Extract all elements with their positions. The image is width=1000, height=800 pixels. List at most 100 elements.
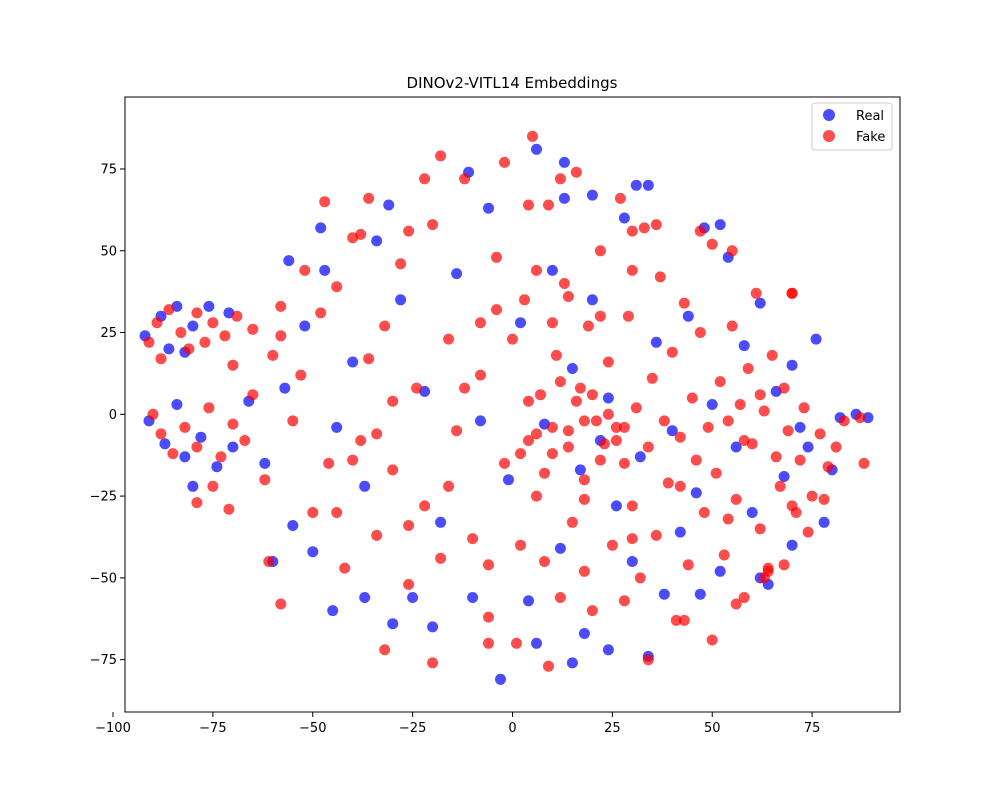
point-real	[515, 317, 526, 329]
point-real	[650, 336, 662, 348]
y-tick-label: 75	[100, 162, 117, 177]
point-fake	[598, 438, 610, 450]
point-fake	[622, 310, 634, 322]
point-fake	[794, 454, 806, 466]
y-tick-label: 50	[100, 244, 117, 259]
point-real	[159, 438, 171, 450]
point-fake	[786, 287, 798, 299]
point-real	[359, 480, 371, 492]
point-real	[531, 637, 542, 649]
point-fake	[227, 359, 239, 371]
point-fake	[734, 399, 746, 410]
point-fake	[814, 428, 826, 440]
point-fake	[191, 441, 203, 453]
point-real	[187, 480, 199, 492]
point-fake	[682, 559, 694, 571]
point-fake	[554, 376, 566, 388]
x-tick-label: −75	[199, 721, 226, 736]
point-fake	[626, 264, 638, 276]
point-fake	[586, 389, 598, 401]
point-fake	[706, 238, 718, 250]
point-fake	[183, 343, 195, 355]
chart-title: DINOv2-VITL14 Embeddings	[407, 74, 618, 92]
y-tick-label: −25	[90, 490, 117, 505]
y-axis: −75 −50 −25 0 25 50 75	[90, 162, 125, 668]
point-fake	[247, 389, 259, 401]
point-real	[578, 628, 590, 639]
point-fake	[299, 264, 311, 276]
point-real	[566, 657, 578, 669]
point-real	[566, 363, 578, 374]
point-fake	[483, 637, 494, 649]
x-axis: −100 −75 −50 −25 0 25 50 75	[95, 712, 820, 736]
point-real	[602, 392, 614, 404]
point-fake	[387, 464, 399, 476]
point-fake	[175, 327, 187, 338]
point-fake	[586, 605, 598, 617]
point-real	[674, 526, 686, 538]
point-fake	[331, 281, 343, 293]
point-real	[586, 294, 598, 306]
y-tick-label: 25	[100, 326, 117, 341]
point-fake	[519, 294, 530, 306]
point-fake	[778, 559, 790, 571]
point-fake	[638, 222, 650, 234]
point-fake	[570, 166, 582, 178]
point-fake	[199, 336, 211, 348]
point-fake	[798, 402, 810, 414]
point-fake	[562, 425, 574, 437]
legend-marker-fake	[823, 130, 835, 142]
point-fake	[554, 592, 566, 603]
point-real	[610, 500, 622, 512]
point-fake	[403, 225, 415, 237]
point-fake	[459, 173, 471, 185]
point-fake	[539, 556, 550, 567]
point-fake	[155, 353, 167, 365]
point-fake	[515, 448, 526, 460]
point-real	[211, 461, 223, 473]
point-real	[319, 264, 331, 276]
point-fake	[722, 513, 734, 525]
point-fake	[259, 474, 271, 486]
point-fake	[686, 392, 698, 404]
point-fake	[219, 330, 231, 342]
point-real	[307, 546, 319, 558]
point-real	[187, 320, 199, 332]
x-tick-label: −50	[299, 721, 326, 736]
point-fake	[722, 415, 734, 427]
point-fake	[295, 369, 307, 381]
point-real	[746, 507, 758, 518]
point-fake	[435, 150, 447, 162]
point-fake	[818, 493, 830, 505]
point-real	[483, 202, 494, 214]
x-tick-label: 50	[704, 721, 721, 736]
point-real	[171, 399, 183, 410]
point-fake	[578, 493, 590, 505]
point-real	[523, 595, 534, 607]
point-fake	[167, 448, 179, 460]
point-fake	[323, 457, 335, 469]
point-fake	[830, 441, 842, 453]
point-fake	[507, 333, 518, 345]
point-fake	[515, 539, 526, 551]
point-fake	[742, 363, 754, 374]
point-fake	[578, 565, 590, 577]
point-fake	[630, 402, 642, 414]
points-layer	[139, 130, 874, 685]
point-real	[714, 565, 726, 577]
x-tick-label: −100	[95, 721, 131, 736]
point-fake	[339, 562, 351, 574]
point-fake	[822, 461, 834, 473]
point-fake	[419, 173, 431, 185]
point-fake	[267, 349, 279, 361]
point-fake	[191, 307, 203, 319]
point-fake	[347, 454, 359, 466]
point-fake	[207, 317, 219, 329]
point-fake	[634, 572, 646, 584]
point-fake	[750, 287, 762, 299]
point-fake	[531, 428, 542, 440]
point-fake	[574, 382, 586, 394]
point-real	[546, 264, 558, 276]
point-real	[203, 300, 215, 312]
